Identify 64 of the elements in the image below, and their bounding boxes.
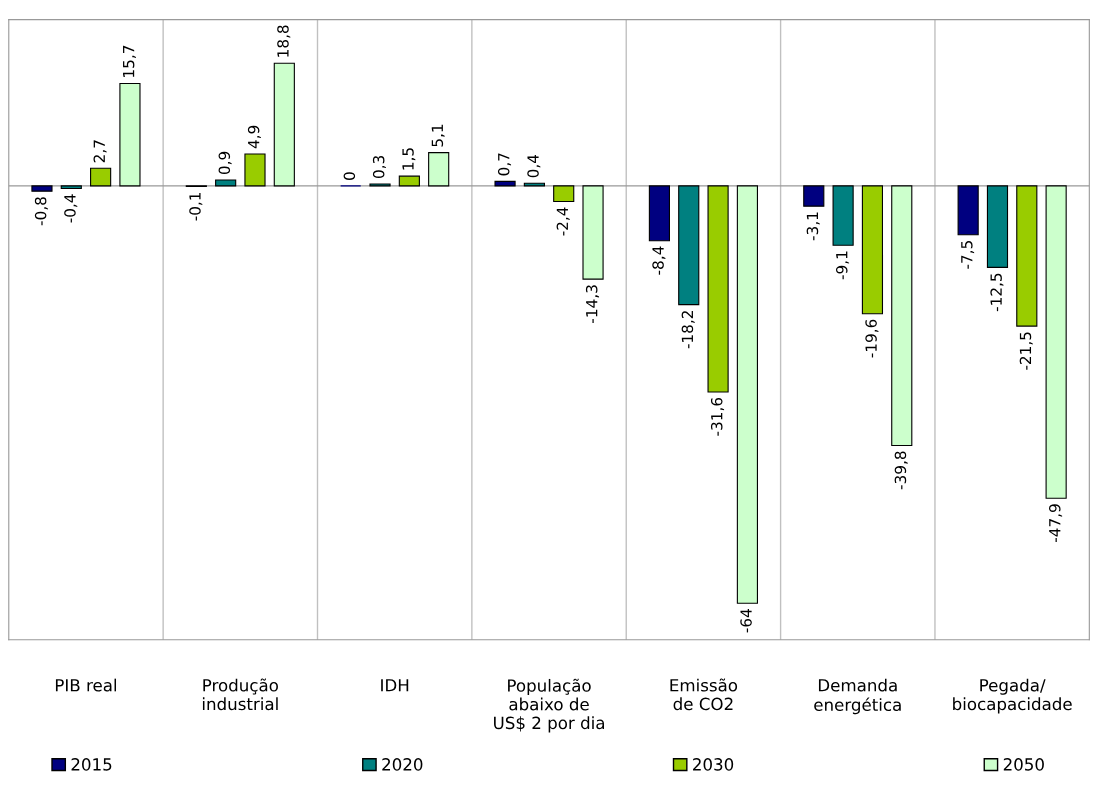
bar <box>736 185 758 604</box>
bar <box>832 185 854 246</box>
data-label: -3,1 <box>806 212 820 241</box>
data-label: -31,6 <box>710 397 725 436</box>
x-tick-label: IDH <box>381 679 409 692</box>
x-tick-label: População abaixo de US$ 2 por dia <box>494 678 604 733</box>
bar <box>523 182 545 187</box>
bar <box>986 185 1009 268</box>
data-label: 1,5 <box>402 148 416 170</box>
bar <box>1045 185 1067 499</box>
data-label: -0,4 <box>64 194 78 223</box>
bar <box>398 175 420 187</box>
bar <box>119 82 141 187</box>
bar <box>215 179 237 187</box>
data-label: -12,5 <box>990 273 1004 312</box>
data-label: 2,7 <box>93 140 107 163</box>
data-label: -0,8 <box>34 197 48 226</box>
bar <box>244 153 266 187</box>
data-label: -7,5 <box>961 241 975 269</box>
x-tick-label: Pegada/ biocapacidade <box>953 678 1072 714</box>
bar <box>707 185 729 393</box>
bar <box>1016 185 1038 327</box>
legend-label: 2030 <box>693 758 734 771</box>
data-label: 0 <box>343 172 356 180</box>
bar <box>428 152 450 187</box>
bar <box>957 185 979 236</box>
x-tick-label: Produção industrial <box>202 678 278 711</box>
bar <box>90 167 112 187</box>
bar <box>60 185 82 190</box>
data-label: -39,8 <box>894 451 908 490</box>
bar <box>494 180 516 187</box>
data-label: 5,1 <box>431 124 445 147</box>
bar <box>31 185 53 192</box>
legend-label: 2015 <box>71 758 112 771</box>
data-label: 4,9 <box>247 125 261 149</box>
bar <box>582 185 604 280</box>
x-tick-label: Emissão de CO2 <box>670 678 738 711</box>
data-label: 18,8 <box>277 25 291 57</box>
data-label: -2,4 <box>556 207 570 236</box>
data-label: -14,3 <box>585 285 600 323</box>
data-label: 0,7 <box>497 153 512 176</box>
data-label: -8,4 <box>652 246 666 275</box>
data-label: -18,2 <box>681 311 695 349</box>
bar <box>891 185 913 447</box>
legend-label: 2020 <box>382 758 423 771</box>
bar <box>678 185 700 306</box>
data-label: -47,9 <box>1049 504 1063 543</box>
bar <box>553 185 575 203</box>
x-tick-label: PIB real <box>55 678 117 692</box>
data-label: 0,4 <box>527 154 541 178</box>
data-label: 0,9 <box>218 151 232 175</box>
data-label: -21,5 <box>1019 332 1033 370</box>
data-label: 0,3 <box>372 155 387 178</box>
bar <box>861 185 884 315</box>
legend-label: 2050 <box>1003 758 1044 771</box>
data-label: -0,1 <box>189 192 203 221</box>
bar <box>803 185 825 207</box>
bar <box>273 62 295 187</box>
data-label: -9,1 <box>835 251 850 280</box>
data-label: -19,6 <box>865 319 879 358</box>
bar <box>648 185 671 242</box>
data-label: -64 <box>740 609 752 633</box>
x-tick-label: Demanda energética <box>814 678 901 715</box>
data-label: 15,7 <box>123 45 136 77</box>
